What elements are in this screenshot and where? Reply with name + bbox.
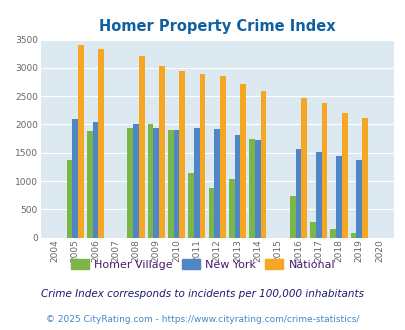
Bar xyxy=(139,56,144,238)
Bar xyxy=(350,233,356,238)
Bar xyxy=(254,140,260,238)
Text: © 2025 CityRating.com - https://www.cityrating.com/crime-statistics/: © 2025 CityRating.com - https://www.city… xyxy=(46,315,359,324)
Bar xyxy=(98,49,104,238)
Bar xyxy=(194,128,199,238)
Bar xyxy=(295,149,301,238)
Bar xyxy=(199,74,205,238)
Text: Crime Index corresponds to incidents per 100,000 inhabitants: Crime Index corresponds to incidents per… xyxy=(41,289,364,299)
Bar xyxy=(92,122,98,238)
Bar xyxy=(87,131,92,238)
Bar xyxy=(133,124,139,238)
Bar xyxy=(208,188,214,238)
Bar xyxy=(228,179,234,238)
Bar xyxy=(78,45,83,238)
Bar xyxy=(341,113,347,238)
Bar xyxy=(309,222,315,238)
Bar xyxy=(249,139,254,238)
Bar xyxy=(214,129,220,238)
Legend: Homer Village, New York, National: Homer Village, New York, National xyxy=(66,255,339,274)
Bar xyxy=(234,135,240,238)
Bar xyxy=(153,128,159,238)
Bar xyxy=(301,98,306,238)
Bar xyxy=(330,229,335,238)
Bar xyxy=(315,152,321,238)
Bar xyxy=(173,130,179,238)
Bar xyxy=(289,196,295,238)
Bar xyxy=(356,160,361,238)
Bar xyxy=(159,66,164,238)
Bar xyxy=(321,103,326,238)
Bar xyxy=(260,90,266,238)
Bar xyxy=(147,124,153,238)
Bar xyxy=(240,84,245,238)
Bar xyxy=(168,130,173,238)
Bar xyxy=(361,118,367,238)
Bar xyxy=(66,160,72,238)
Bar xyxy=(127,128,133,238)
Bar xyxy=(335,155,341,238)
Bar xyxy=(179,71,185,238)
Bar xyxy=(188,173,194,238)
Bar xyxy=(72,119,78,238)
Bar xyxy=(220,76,225,238)
Title: Homer Property Crime Index: Homer Property Crime Index xyxy=(99,19,335,34)
